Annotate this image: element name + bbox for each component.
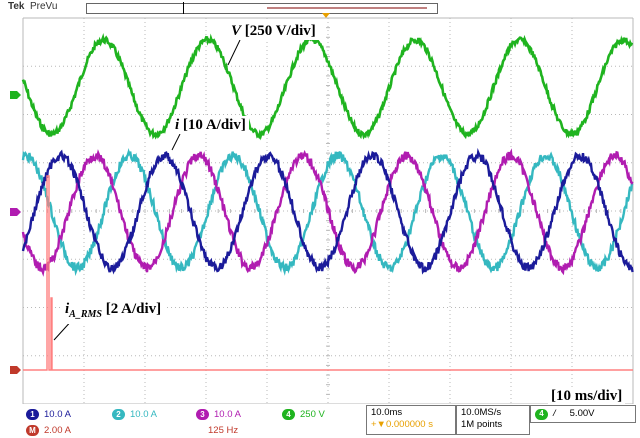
voltage-symbol: V bbox=[231, 23, 242, 39]
phase-c-current-trace bbox=[21, 148, 634, 277]
rms-symbol: i bbox=[65, 301, 70, 317]
trigger-box[interactable]: 4 / 5.00V bbox=[530, 405, 636, 423]
channel-1-badge: 1 bbox=[26, 408, 39, 420]
rms-annotation: iA_RMS [2 A/div] bbox=[62, 300, 165, 324]
voltage-scale: [250 V/div] bbox=[244, 23, 316, 39]
rms-current-trace bbox=[23, 175, 633, 371]
channel-4-readout[interactable]: 4 250 V bbox=[282, 407, 325, 421]
voltage-annotation: V [250 V/div] bbox=[228, 22, 319, 40]
math-readout[interactable]: M 2.00 A bbox=[26, 423, 71, 437]
time-annotation: [10 ms/div] bbox=[548, 387, 626, 405]
acquisition-box[interactable]: 10.0MS/s 1M points bbox=[456, 405, 530, 435]
brand-label: Tek bbox=[8, 1, 25, 12]
math-frequency-value: 125 Hz bbox=[208, 424, 239, 436]
channel-3-badge: 3 bbox=[196, 408, 209, 420]
channel-3-ground-marker[interactable] bbox=[10, 208, 21, 216]
trigger-point-icon bbox=[322, 13, 330, 18]
current-annotation: i [10 A/div] bbox=[172, 116, 249, 134]
record-window-marker bbox=[267, 7, 427, 9]
phase-b-current-trace bbox=[21, 148, 634, 277]
channel-3-readout[interactable]: 3 10.0 A bbox=[196, 407, 241, 421]
record-length: 1M points bbox=[461, 419, 503, 430]
sample-rate: 10.0MS/s bbox=[461, 407, 502, 418]
math-scale: 2.00 A bbox=[44, 424, 71, 436]
voltage-trace bbox=[21, 32, 634, 141]
current-scale: [10 A/div] bbox=[182, 117, 246, 133]
channel-4-scale: 250 V bbox=[300, 408, 325, 420]
trigger-level: 5.00V bbox=[569, 408, 595, 419]
waveform-traces bbox=[21, 32, 634, 371]
channel-2-scale: 10.0 A bbox=[130, 408, 157, 420]
channel-2-readout[interactable]: 2 10.0 A bbox=[112, 407, 157, 421]
voltage-leader-line bbox=[227, 39, 241, 66]
current-leader-line bbox=[171, 133, 181, 151]
phase-a-current-trace bbox=[21, 147, 634, 275]
channel-3-scale: 10.0 A bbox=[214, 408, 241, 420]
rms-subscript: A_RMS bbox=[69, 309, 102, 320]
status-bar: 1 10.0 A 2 10.0 A 3 10.0 A 4 250 V M 2.0… bbox=[0, 404, 640, 438]
channel-4-ground-marker[interactable] bbox=[10, 91, 21, 99]
channel-ground-markers[interactable] bbox=[10, 91, 21, 374]
record-overview-bar[interactable] bbox=[86, 2, 438, 14]
trigger-position-marker bbox=[183, 2, 184, 14]
timebase-position: +▼0.000000 s bbox=[371, 419, 433, 430]
acquisition-mode: PreVu bbox=[30, 1, 58, 12]
trigger-slope-icon: / bbox=[553, 408, 556, 419]
timebase-box[interactable]: 10.0ms +▼0.000000 s bbox=[366, 405, 456, 435]
channel-1-readout[interactable]: 1 10.0 A bbox=[26, 407, 71, 421]
current-symbol: i bbox=[175, 117, 180, 133]
channel-1-scale: 10.0 A bbox=[44, 408, 71, 420]
math-badge: M bbox=[26, 424, 39, 436]
channel-4-badge: 4 bbox=[282, 408, 295, 420]
trigger-source-badge: 4 bbox=[535, 408, 548, 420]
timebase-scale: 10.0ms bbox=[371, 407, 403, 418]
channel-2-badge: 2 bbox=[112, 408, 125, 420]
time-scale: [10 ms/div] bbox=[551, 388, 623, 404]
math-ground-marker[interactable] bbox=[10, 366, 21, 374]
math-frequency: 125 Hz bbox=[208, 423, 238, 437]
rms-scale: [2 A/div] bbox=[105, 301, 162, 317]
top-bar: Tek PreVu bbox=[0, 0, 640, 18]
